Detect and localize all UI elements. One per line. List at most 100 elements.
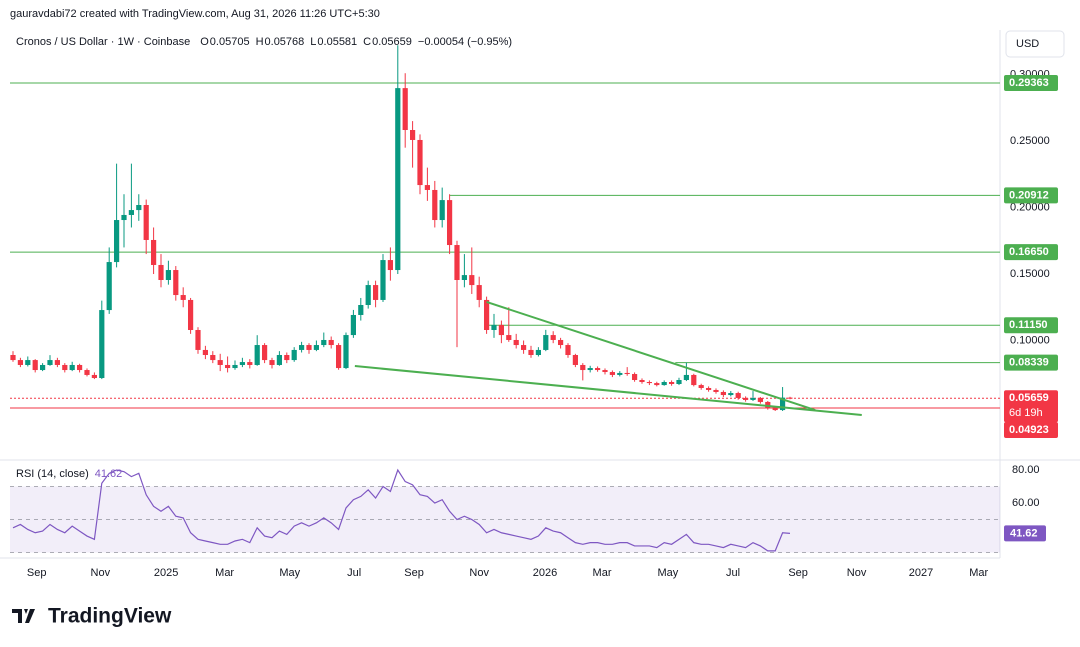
candle-body bbox=[543, 335, 549, 350]
candle-body bbox=[691, 374, 697, 386]
candle-body bbox=[498, 324, 504, 336]
ohlc-value: 0.05768 bbox=[265, 36, 305, 48]
x-tick-label: 2025 bbox=[154, 567, 178, 579]
candle-body bbox=[483, 299, 490, 331]
ohlc-value: 0.05659 bbox=[372, 36, 412, 48]
candle-body bbox=[99, 310, 105, 379]
candle-body bbox=[513, 339, 519, 346]
candle-body bbox=[698, 385, 704, 388]
level-label-box bbox=[1004, 244, 1058, 261]
candle-body bbox=[424, 185, 430, 190]
level-label: 0.29363 bbox=[1009, 77, 1049, 89]
x-tick-label: Jul bbox=[726, 567, 740, 579]
level-label-box bbox=[1004, 75, 1058, 92]
candle-body bbox=[202, 349, 208, 356]
brand: TradingView bbox=[48, 605, 172, 628]
trendline bbox=[354, 365, 862, 416]
level-label-box bbox=[1004, 354, 1058, 371]
ohlc-letter: L bbox=[310, 36, 316, 48]
candle-body bbox=[232, 364, 238, 369]
candle-body bbox=[180, 295, 186, 300]
candle-body bbox=[557, 339, 564, 346]
currency-label[interactable]: USD bbox=[1016, 38, 1039, 50]
x-tick-label: Nov bbox=[91, 567, 111, 579]
change: −0.00054 (−0.95%) bbox=[418, 36, 512, 48]
candle-body bbox=[261, 345, 268, 361]
candle-body bbox=[143, 205, 149, 240]
candle-body bbox=[343, 335, 349, 369]
candle-body bbox=[469, 275, 475, 286]
x-tick-label: Mar bbox=[593, 567, 612, 579]
candle-body bbox=[535, 349, 541, 356]
candle-body bbox=[365, 285, 371, 306]
candle-body bbox=[624, 372, 630, 375]
ohlc-letter: O bbox=[200, 36, 209, 48]
last-price-label: 0.05659 bbox=[1009, 392, 1049, 404]
candle-body bbox=[32, 360, 38, 371]
candle-body bbox=[787, 397, 793, 399]
x-tick-label: May bbox=[658, 567, 679, 579]
candle-body bbox=[136, 205, 142, 211]
x-tick-label: 2027 bbox=[909, 567, 933, 579]
level-label: 0.11150 bbox=[1009, 319, 1048, 331]
countdown: 6d 19h bbox=[1009, 407, 1043, 419]
rsi-title: RSI (14, close) bbox=[16, 468, 89, 480]
candle-body bbox=[757, 397, 763, 402]
rsi-tick-label: 60.00 bbox=[1012, 497, 1040, 509]
candle-body bbox=[269, 360, 275, 365]
candle-body bbox=[587, 368, 593, 371]
candle-body bbox=[476, 285, 482, 300]
currency-button[interactable] bbox=[1005, 30, 1065, 58]
candle-body bbox=[17, 360, 23, 365]
rsi-value-box bbox=[1004, 525, 1046, 542]
candle-body bbox=[173, 270, 179, 296]
candle-body bbox=[454, 245, 460, 281]
candle-body bbox=[210, 355, 216, 361]
candle-body bbox=[728, 393, 734, 396]
candle-body bbox=[47, 360, 53, 365]
x-tick-label: Nov bbox=[469, 567, 489, 579]
candle-body bbox=[128, 210, 134, 215]
candle-body bbox=[321, 339, 327, 346]
candle-body bbox=[646, 382, 652, 384]
candle-body bbox=[528, 349, 534, 356]
candle-body bbox=[735, 393, 741, 398]
y-tick-label: 0.20000 bbox=[1010, 201, 1050, 213]
candle-body bbox=[39, 364, 46, 371]
candle-body bbox=[565, 345, 571, 356]
candle-body bbox=[69, 364, 75, 371]
candle-body bbox=[298, 345, 305, 350]
candle-body bbox=[54, 360, 60, 365]
level-label: 0.16650 bbox=[1009, 246, 1049, 258]
rsi-line bbox=[12, 468, 791, 552]
candle-body bbox=[150, 239, 157, 265]
candle-body bbox=[779, 397, 786, 411]
candle-body bbox=[217, 360, 223, 365]
candle-body bbox=[439, 200, 445, 221]
candle-body bbox=[387, 260, 393, 271]
candle-body bbox=[335, 345, 342, 369]
candle-body bbox=[395, 88, 401, 271]
candle-body bbox=[654, 383, 660, 386]
y-tick-label: 0.25000 bbox=[1010, 135, 1050, 147]
candle-body bbox=[409, 130, 416, 140]
candle-body bbox=[224, 364, 231, 369]
candle-body bbox=[461, 275, 467, 281]
candle-body bbox=[380, 260, 386, 300]
candle-body bbox=[720, 391, 726, 396]
candle-body bbox=[247, 362, 253, 365]
candle-body bbox=[602, 370, 608, 373]
trendline bbox=[486, 300, 816, 412]
candle-body bbox=[84, 370, 90, 375]
candle-body bbox=[10, 355, 16, 361]
candle-body bbox=[491, 324, 497, 331]
candle-body bbox=[742, 397, 749, 400]
rsi-legend-value: 41.62 bbox=[95, 468, 123, 480]
low-box bbox=[1004, 422, 1058, 439]
level-label-box bbox=[1004, 187, 1058, 204]
candle-body bbox=[62, 364, 68, 371]
ohlc-value: 0.05705 bbox=[210, 36, 250, 48]
candle-body bbox=[676, 380, 682, 384]
